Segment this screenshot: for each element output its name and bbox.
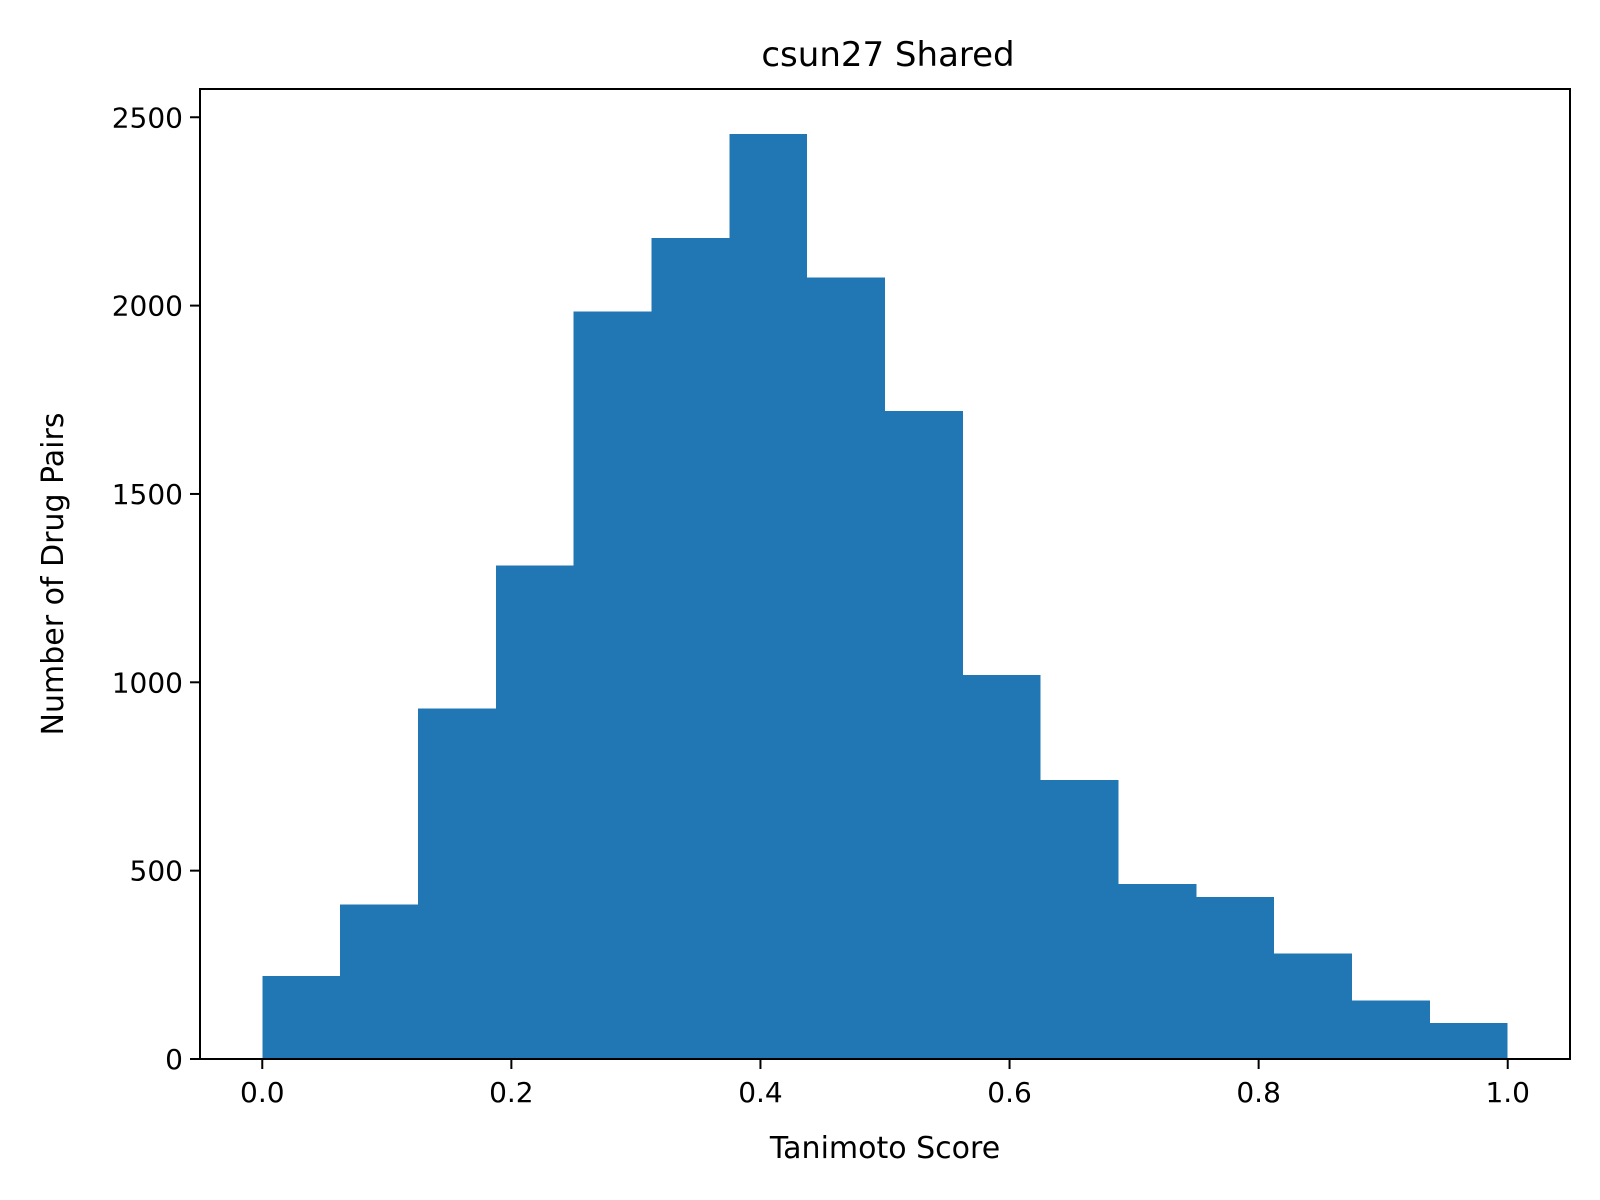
histogram-bar <box>1274 953 1353 1059</box>
histogram-bar <box>962 674 1041 1059</box>
x-tick-label: 0.4 <box>738 1076 783 1109</box>
histogram-bar <box>1118 883 1197 1059</box>
histogram-bar <box>651 237 730 1059</box>
y-tick-label: 1500 <box>112 478 183 511</box>
y-tick-label: 2000 <box>112 290 183 323</box>
histogram-bar <box>417 708 496 1059</box>
histogram-bar <box>573 311 652 1059</box>
y-tick-label: 1000 <box>112 666 183 699</box>
histogram-bar <box>495 565 574 1059</box>
x-tick-label: 0.2 <box>489 1076 534 1109</box>
histogram-bar <box>340 904 418 1059</box>
x-tick-label: 0.0 <box>240 1076 285 1109</box>
histogram-bar <box>885 411 963 1060</box>
histogram-bar <box>729 134 808 1060</box>
histogram-bar <box>807 277 885 1060</box>
chart-title: csun27 Shared <box>761 35 1014 75</box>
y-tick-label: 0 <box>165 1043 183 1076</box>
x-tick-label: 0.8 <box>1236 1076 1281 1109</box>
y-axis: 0 500 1000 1500 2000 2500 <box>112 101 200 1076</box>
y-axis-label: Number of Drug Pairs <box>36 413 71 736</box>
bars-group <box>262 134 1508 1060</box>
histogram-bar <box>1040 780 1119 1059</box>
x-axis: 0.0 0.2 0.4 0.6 0.8 1.0 <box>240 1059 1530 1109</box>
y-tick-label: 500 <box>130 855 183 888</box>
histogram-bar <box>1352 1000 1430 1059</box>
x-tick-label: 0.6 <box>987 1076 1032 1109</box>
histogram-bar <box>1196 897 1275 1059</box>
x-axis-label: Tanimoto Score <box>769 1131 1000 1166</box>
histogram-bar <box>262 976 341 1059</box>
y-tick-label: 2500 <box>112 101 183 134</box>
histogram-bar <box>1429 1023 1508 1059</box>
x-tick-label: 1.0 <box>1485 1076 1530 1109</box>
plot-frame <box>199 88 1571 1060</box>
